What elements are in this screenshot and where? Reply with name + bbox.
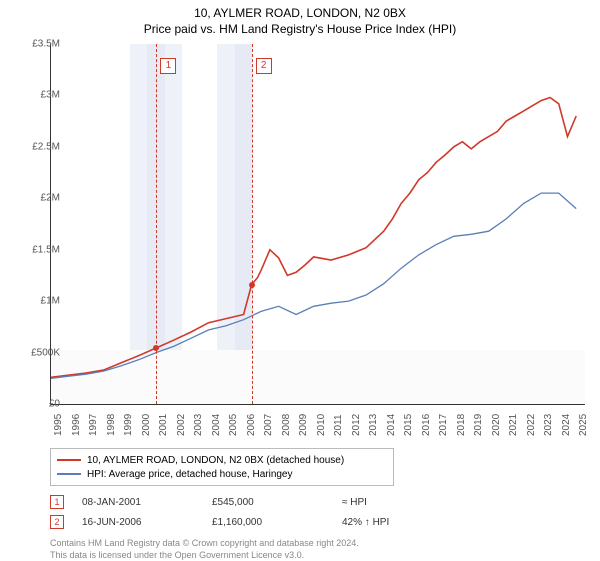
series-price_paid [51,98,576,378]
y-tick-label: £3M [16,90,60,101]
attribution-footer: Contains HM Land Registry data © Crown c… [50,538,584,561]
x-tick-label: 2018 [456,414,467,436]
x-tick-label: 2002 [176,414,187,436]
y-tick-label: £0 [16,399,60,410]
series-hpi [51,193,576,378]
x-tick-label: 2007 [263,414,274,436]
transaction-dot [249,282,255,288]
x-tick-label: 2004 [211,414,222,436]
chart-container: 10, AYLMER ROAD, LONDON, N2 0BX Price pa… [0,0,600,560]
legend-row: HPI: Average price, detached house, Hari… [57,467,387,481]
legend-swatch [57,473,81,475]
x-tick-label: 2023 [543,414,554,436]
x-tick-label: 1996 [71,414,82,436]
x-tick-label: 2021 [508,414,519,436]
line-svg [51,44,585,404]
transaction-row-marker: 1 [50,495,64,509]
y-tick-label: £2.5M [16,141,60,152]
transaction-price: £545,000 [212,497,342,508]
title-block: 10, AYLMER ROAD, LONDON, N2 0BX Price pa… [0,0,600,36]
legend-and-footer: 10, AYLMER ROAD, LONDON, N2 0BX (detache… [50,448,584,561]
transaction-note: 42% ↑ HPI [342,517,472,528]
y-tick-label: £2M [16,193,60,204]
transaction-row: 2 16-JUN-2006£1,160,00042% ↑ HPI [50,512,584,532]
y-tick-label: £500K [16,347,60,358]
legend-row: 10, AYLMER ROAD, LONDON, N2 0BX (detache… [57,453,387,467]
x-tick-label: 2006 [246,414,257,436]
x-tick-label: 2005 [228,414,239,436]
y-tick-label: £3.5M [16,39,60,50]
footer-line-2: This data is licensed under the Open Gov… [50,550,584,561]
x-tick-label: 2014 [386,414,397,436]
x-tick-label: 2008 [281,414,292,436]
x-tick-label: 2017 [438,414,449,436]
x-tick-label: 2010 [316,414,327,436]
transaction-dot [153,345,159,351]
x-tick-label: 2019 [473,414,484,436]
transaction-price: £1,160,000 [212,517,342,528]
transaction-row-marker: 2 [50,515,64,529]
x-tick-label: 2025 [578,414,589,436]
transaction-note: ≈ HPI [342,497,472,508]
transaction-date: 16-JUN-2006 [82,517,212,528]
x-tick-label: 2001 [158,414,169,436]
x-tick-label: 2012 [351,414,362,436]
chart-subtitle: Price paid vs. HM Land Registry's House … [0,22,600,36]
y-tick-label: £1M [16,296,60,307]
transaction-date: 08-JAN-2001 [82,497,212,508]
x-tick-label: 1995 [53,414,64,436]
x-tick-label: 2009 [298,414,309,436]
y-tick-label: £1.5M [16,244,60,255]
x-tick-label: 1997 [88,414,99,436]
x-tick-label: 1999 [123,414,134,436]
x-tick-label: 2016 [421,414,432,436]
x-tick-label: 2013 [368,414,379,436]
x-tick-label: 2000 [141,414,152,436]
legend-label: 10, AYLMER ROAD, LONDON, N2 0BX (detache… [87,455,344,466]
legend-label: HPI: Average price, detached house, Hari… [87,469,293,480]
transaction-marker-1: 1 [160,58,176,74]
x-tick-label: 2022 [526,414,537,436]
transaction-table: 1 08-JAN-2001£545,000≈ HPI 2 16-JUN-2006£1,… [50,492,584,532]
plot-area: 12 [50,44,585,405]
legend-box: 10, AYLMER ROAD, LONDON, N2 0BX (detache… [50,448,394,486]
x-tick-label: 2003 [193,414,204,436]
footer-line-1: Contains HM Land Registry data © Crown c… [50,538,584,550]
x-tick-label: 2024 [561,414,572,436]
x-tick-label: 2011 [333,414,344,436]
x-tick-label: 2020 [491,414,502,436]
legend-swatch [57,459,81,461]
transaction-vline [252,44,253,404]
x-tick-label: 2015 [403,414,414,436]
transaction-row: 1 08-JAN-2001£545,000≈ HPI [50,492,584,512]
transaction-marker-2: 2 [256,58,272,74]
address-title: 10, AYLMER ROAD, LONDON, N2 0BX [0,6,600,20]
x-tick-label: 1998 [106,414,117,436]
